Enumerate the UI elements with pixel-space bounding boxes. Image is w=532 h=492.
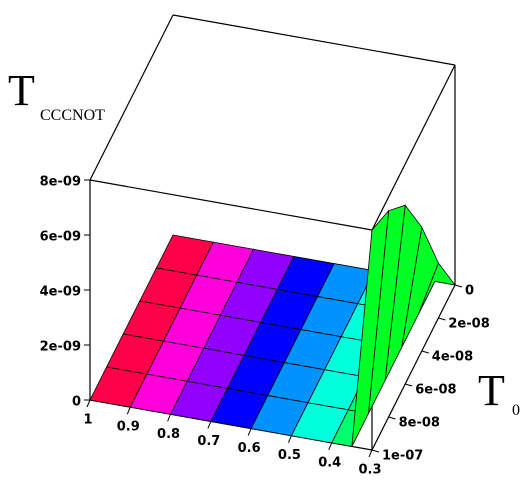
x-tick-label: 0.3 <box>358 463 381 478</box>
x-tick <box>126 406 131 415</box>
y-tick-label: 6e-08 <box>415 383 456 398</box>
y-tick <box>405 383 413 387</box>
z-tick-label: 8e-09 <box>40 175 81 190</box>
z-tick-label: 6e-09 <box>40 230 81 245</box>
x-tick-label: 0.8 <box>157 427 180 442</box>
y-tick-label: 4e-08 <box>432 350 473 365</box>
y-tick-label: 2e-08 <box>448 317 489 332</box>
y-tick-label: 0 <box>465 284 474 299</box>
z-tick-label: 0 <box>72 395 81 410</box>
x-tick <box>167 414 172 422</box>
y-axis-label: T <box>478 366 505 415</box>
x-tick-label: 0.5 <box>278 448 301 463</box>
x-tick-label: 0.4 <box>318 455 341 470</box>
box-edge <box>89 14 174 181</box>
y-tick <box>438 317 446 321</box>
z-tick-label: 2e-09 <box>40 340 81 355</box>
y-tick <box>371 449 380 453</box>
z-axis-label-sub: CCCNOT <box>40 107 105 124</box>
y-tick <box>388 416 396 420</box>
x-tick <box>328 442 333 451</box>
box-edge <box>371 64 456 231</box>
x-tick-label: 0.6 <box>238 441 261 456</box>
x-tick <box>368 449 373 458</box>
z-tick-label: 4e-09 <box>40 285 81 300</box>
z-axis-label: T <box>8 66 35 115</box>
x-tick <box>287 435 292 443</box>
box-edge <box>172 14 456 66</box>
x-tick <box>86 399 91 408</box>
surface-cell <box>351 209 390 447</box>
y-axis-label-sub: 0 <box>512 402 520 419</box>
box-edge <box>371 284 456 451</box>
x-tick-label: 0.9 <box>117 420 140 435</box>
y-tick-label: 1e-07 <box>382 449 423 464</box>
y-tick-label: 8e-08 <box>399 416 440 431</box>
x-tick <box>247 428 252 436</box>
y-tick <box>454 284 463 288</box>
x-tick-label: 1 <box>83 413 92 428</box>
x-tick <box>207 421 212 429</box>
x-tick-label: 0.7 <box>197 434 220 449</box>
box-edge <box>89 179 373 231</box>
y-tick <box>421 350 429 354</box>
